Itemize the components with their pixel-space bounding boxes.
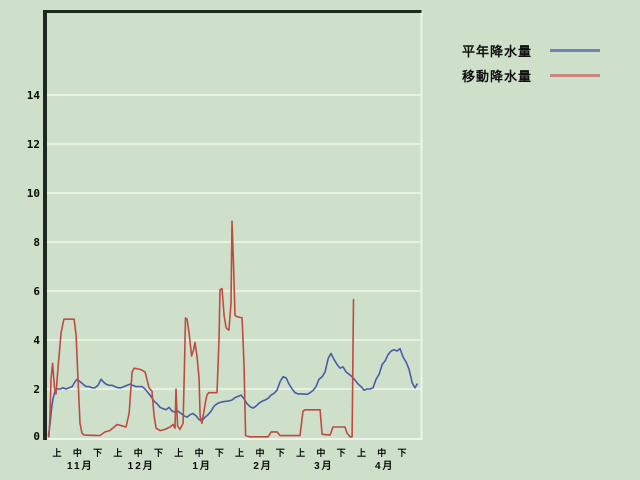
legend-label-normal-precipitation: 平年降水量	[462, 44, 533, 59]
x-month-label-3月: 3月	[314, 460, 334, 472]
x-month-label-11月: 11月	[67, 460, 94, 472]
y-tick-label-12: 12	[27, 138, 40, 151]
x-tick-label-12月-上: 上	[113, 447, 122, 458]
x-tick-label-3月-下: 下	[337, 448, 346, 458]
plot-border-top	[43, 10, 422, 13]
y-tick-label-0: 0	[33, 430, 40, 443]
y-tick-label-14: 14	[27, 89, 41, 102]
x-axis-labels: 上中下11月上中下12月上中下1月上中下2月上中下3月上中下4月	[53, 447, 407, 472]
x-month-label-2月: 2月	[253, 460, 273, 472]
x-tick-label-1月-中: 中	[195, 447, 204, 458]
x-tick-label-3月-中: 中	[316, 447, 325, 458]
x-month-label-12月: 12月	[128, 460, 155, 472]
x-tick-label-1月-下: 下	[215, 448, 224, 458]
chart-legend: 平年降水量 移動降水量	[462, 42, 600, 84]
legend-line-swatch-normal	[550, 49, 600, 52]
legend-item-normal-precipitation: 平年降水量	[462, 42, 600, 59]
x-tick-label-4月-下: 下	[398, 448, 407, 458]
y-axis-labels: 0 2 4 6 8 10 12 14	[27, 89, 41, 443]
series-line-normal	[47, 347, 418, 437]
x-tick-label-2月-中: 中	[255, 447, 264, 458]
legend-label-moving-precipitation: 移動降水量	[462, 69, 533, 84]
y-tick-label-8: 8	[33, 236, 40, 249]
x-tick-label-11月-上: 上	[53, 447, 62, 458]
x-tick-label-4月-中: 中	[377, 447, 386, 458]
x-tick-label-12月-中: 中	[134, 447, 143, 458]
x-tick-label-3月-上: 上	[296, 447, 305, 458]
axis-line-left	[43, 10, 47, 440]
y-tick-label-2: 2	[33, 383, 40, 396]
x-tick-label-4月-上: 上	[357, 447, 366, 458]
x-tick-label-12月-下: 下	[154, 448, 163, 458]
x-tick-label-11月-下: 下	[93, 448, 102, 458]
x-tick-label-1月-上: 上	[174, 447, 183, 458]
x-month-label-4月: 4月	[375, 460, 395, 472]
series-line-moving	[48, 220, 355, 438]
x-tick-label-11月-中: 中	[73, 447, 82, 458]
x-tick-label-2月-上: 上	[235, 447, 244, 458]
plot-frame-light	[44, 11, 423, 440]
x-month-label-1月: 1月	[192, 460, 212, 472]
y-tick-label-6: 6	[33, 285, 40, 298]
y-tick-label-4: 4	[33, 334, 40, 347]
grid-lines	[47, 94, 422, 390]
y-tick-label-10: 10	[27, 187, 40, 200]
legend-item-moving-precipitation: 移動降水量	[462, 67, 600, 84]
plot-frame-dark	[43, 10, 422, 440]
series-lines	[47, 220, 418, 438]
legend-line-swatch-moving	[550, 74, 600, 77]
x-tick-label-2月-下: 下	[276, 448, 285, 458]
